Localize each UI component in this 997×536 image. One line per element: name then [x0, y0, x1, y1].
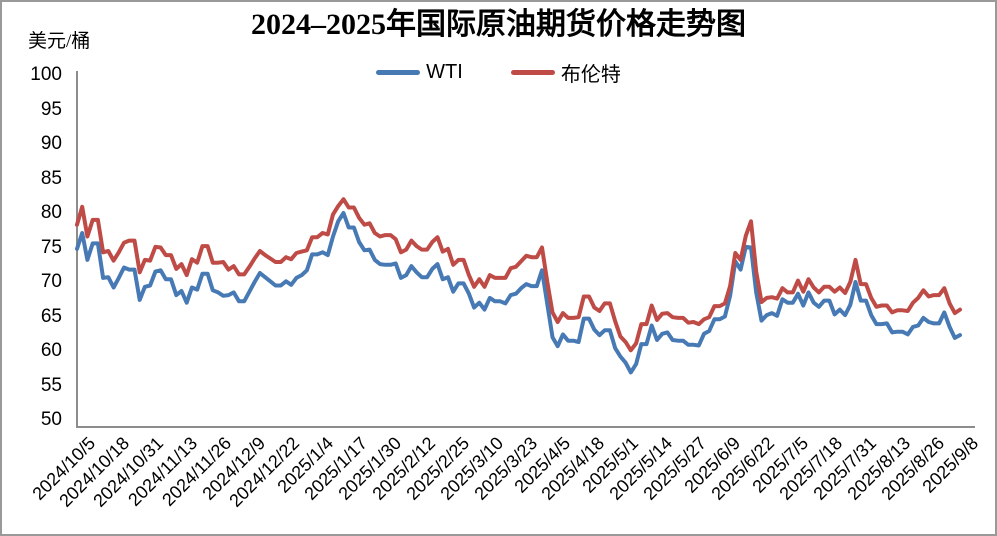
y-tick-label: 85 [40, 167, 62, 189]
y-tick-label: 55 [40, 374, 62, 396]
y-tick-label: 75 [40, 236, 62, 258]
y-tick-label: 65 [40, 305, 62, 327]
legend-label-brent: 布伦特 [560, 64, 621, 86]
y-tick-label: 95 [40, 98, 62, 120]
brent-line-swatch [510, 70, 555, 75]
y-tick-label: 90 [40, 133, 62, 154]
y-tick-label: 100 [30, 64, 62, 85]
chart-title: 2024–2025年国际原油期货价格走势图 [251, 8, 746, 41]
legend-item-brent: 布伦特 [510, 58, 621, 87]
wti-line-swatch [376, 70, 421, 75]
legend-label-wti: WTI [426, 61, 463, 83]
y-tick-label: 70 [40, 271, 62, 292]
y-tick-label: 80 [40, 202, 62, 223]
chart-legend: WTI 布伦特 [2, 58, 995, 87]
y-axis-unit-label: 美元/桶 [28, 31, 91, 52]
y-tick-label: 50 [40, 409, 62, 430]
y-tick-label: 60 [40, 340, 62, 361]
wti-price-line [75, 211, 962, 375]
legend-item-wti: WTI [376, 61, 463, 84]
brent-price-line [75, 197, 962, 353]
